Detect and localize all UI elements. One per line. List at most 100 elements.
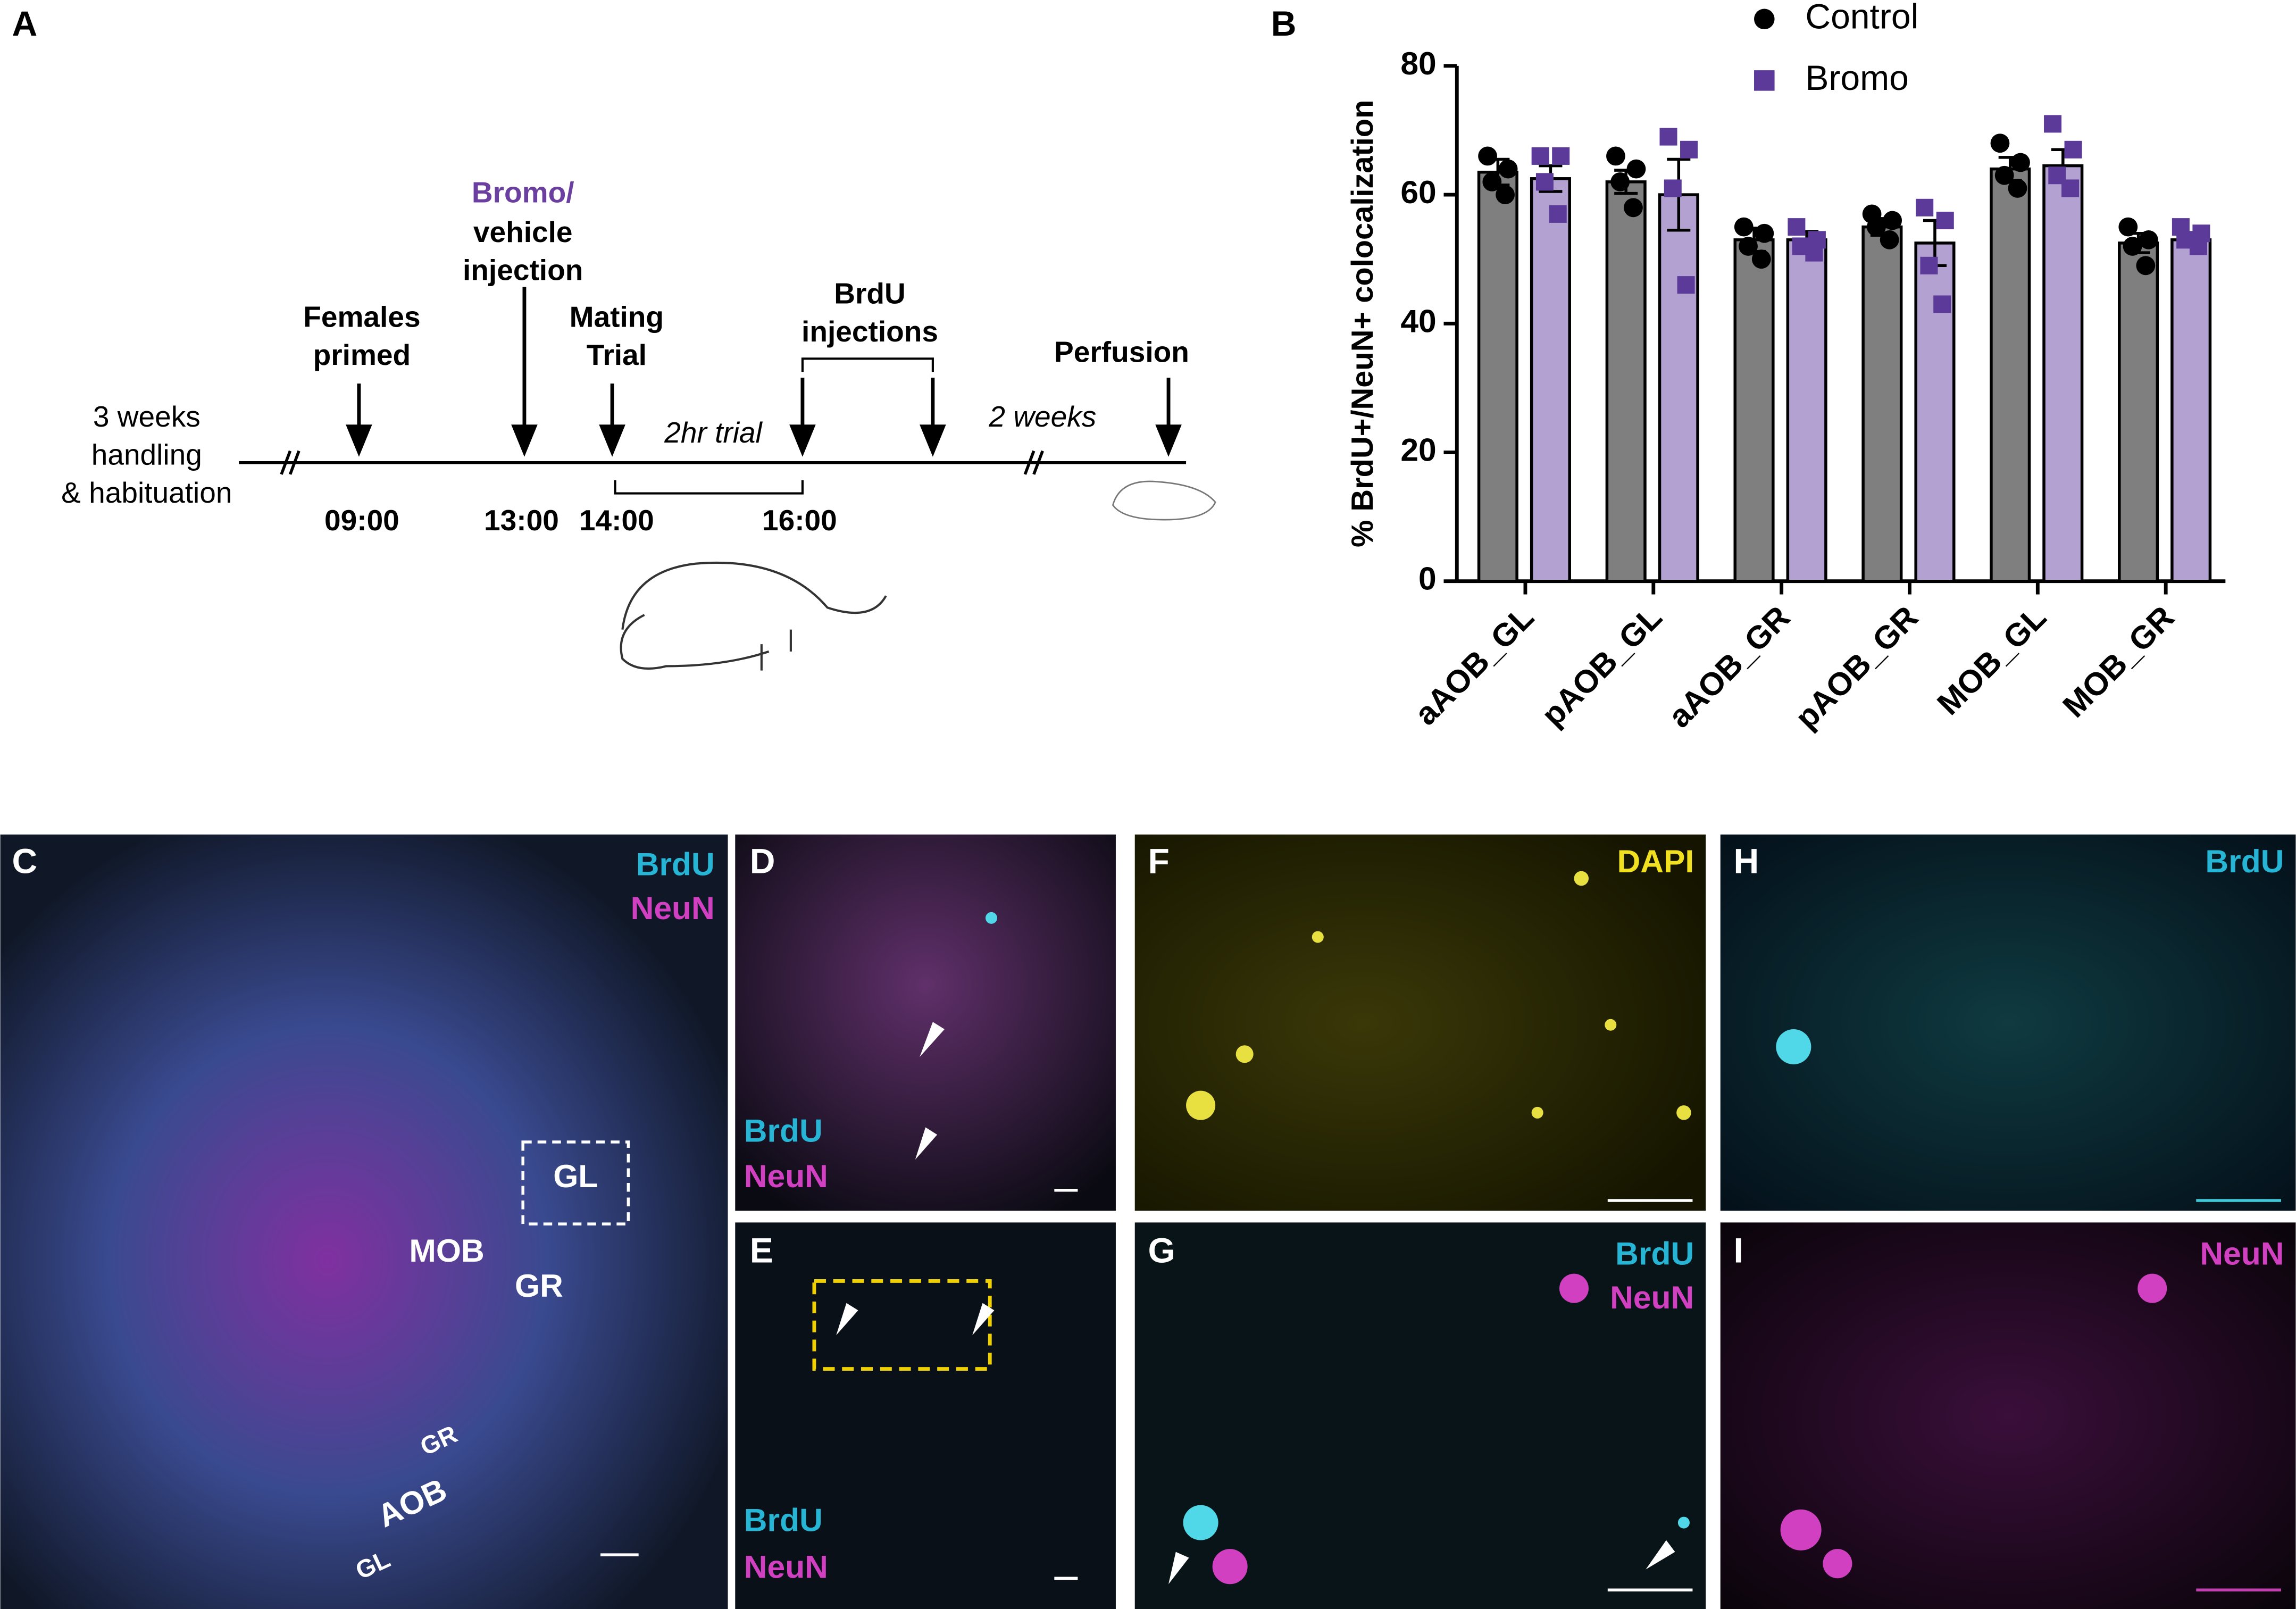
timeline-panel: A 3 weeks handling & habituation Females… [12, 4, 1216, 671]
channel-label: NeuN [744, 1549, 828, 1585]
data-point [1916, 198, 1934, 216]
panel-label: A [12, 4, 38, 43]
legend-marker [1754, 70, 1775, 91]
micrograph [1720, 1222, 2296, 1609]
data-point [1659, 128, 1677, 146]
data-point [2123, 237, 2142, 256]
bar [1658, 193, 1699, 583]
data-point [1751, 249, 1771, 269]
data-point [2118, 217, 2138, 237]
data-point [2011, 153, 2030, 172]
timeline-text: Females [303, 301, 420, 334]
bar-chart: B % BrdU+/NeuN+ colocalization 0 20 40 60 80… [1271, 0, 2226, 736]
x-tick-label: aAOB_GR [1661, 599, 1797, 735]
micrograph [735, 834, 1116, 1211]
arrowheads [836, 1022, 1675, 1585]
neun-cells [1212, 1273, 2167, 1585]
channel-label: BrdU [1615, 1236, 1694, 1272]
data-point [1478, 146, 1497, 166]
data-point [1805, 244, 1823, 262]
data-point [1610, 172, 1630, 191]
time-label: 14:00 [579, 504, 654, 537]
x-tick-label: pAOB_GL [1534, 599, 1669, 733]
y-tick-label: 20 [1400, 432, 1436, 468]
channel-label: DAPI [1617, 843, 1694, 879]
bar [1990, 167, 2031, 583]
panel-label: C [12, 841, 38, 880]
channel-label: NeuN [1610, 1279, 1694, 1315]
y-axis-label: % BrdU+/NeuN+ colocalization [1346, 100, 1380, 547]
bar [2118, 241, 2159, 583]
data-point [1677, 276, 1695, 294]
data-point [1552, 147, 1570, 165]
panel-label: B [1271, 4, 1297, 43]
data-point [1664, 179, 1682, 197]
data-point [1994, 165, 2014, 185]
timeline-text: BrdU [834, 277, 906, 310]
panel-label: F [1148, 841, 1170, 880]
timeline-text: 2hr trial [664, 416, 763, 449]
channel-label: NeuN [744, 1158, 828, 1194]
timeline-text: Trial [587, 338, 647, 371]
data-point [2189, 237, 2207, 255]
bar [1733, 238, 1775, 583]
data-point [1990, 134, 2010, 153]
y-tick-label: 80 [1400, 45, 1436, 81]
legend-label: Control [1805, 0, 1918, 36]
data-point [1549, 205, 1567, 223]
y-tick-label: 60 [1400, 174, 1436, 210]
channel-label: BrdU [636, 846, 715, 882]
x-tick-label: MOB_GR [2056, 599, 2181, 724]
micrograph [1134, 1222, 1706, 1609]
channel-label: BrdU [744, 1112, 823, 1148]
bar [1786, 238, 1827, 583]
panel-label: G [1148, 1231, 1175, 1270]
data-point [1531, 147, 1549, 165]
x-tick-label: pAOB_GR [1788, 599, 1925, 736]
channel-label: NeuN [631, 890, 715, 926]
panel-label: H [1734, 841, 1759, 880]
data-point [1933, 295, 1951, 313]
micrographs: C D E F G H I BrdU NeuN GL MOB GR AOB GR… [0, 834, 2296, 1609]
data-point [1680, 140, 1698, 159]
data-point [1482, 172, 1502, 191]
brain-sketch [1112, 480, 1216, 521]
data-point [2008, 179, 2027, 198]
panel-labels: C D E F G H I [12, 841, 1759, 1270]
micrograph [735, 1222, 1116, 1609]
timeline-text: Perfusion [1054, 336, 1189, 369]
data-point [1755, 223, 1774, 243]
data-point [1788, 218, 1806, 236]
bar [1914, 241, 1956, 583]
legend-marker [1754, 9, 1775, 30]
brdu-cells [985, 912, 1811, 1540]
bar [2170, 238, 2212, 583]
timeline-text: primed [313, 338, 411, 371]
arrows [346, 287, 1182, 457]
micrograph [1134, 834, 1706, 1211]
timeline-text: injections [801, 315, 938, 348]
channel-label: NeuN [2200, 1236, 2284, 1272]
timeline-text: handling [91, 438, 202, 471]
data-point [2044, 115, 2062, 133]
timeline-text: & habituation [61, 476, 232, 509]
bracket [614, 480, 804, 495]
panel-label: I [1734, 1231, 1743, 1270]
channel-label: BrdU [744, 1502, 823, 1538]
data-point [1626, 159, 1646, 179]
scale-bars [600, 1189, 2281, 1591]
channel-label: BrdU [2205, 843, 2284, 879]
data-point [1606, 146, 1625, 166]
micrograph [0, 834, 728, 1609]
mouse-sketch [620, 561, 887, 671]
axis-break [280, 450, 1044, 475]
y-tick-label: 0 [1418, 561, 1437, 597]
timeline-text: Mating [570, 301, 664, 334]
x-tick-label: MOB_GL [1930, 599, 2053, 722]
data-point [1883, 211, 1902, 230]
data-point [1866, 217, 1886, 237]
data-point [1739, 237, 1758, 256]
timeline-text: Bromo/ [472, 176, 574, 209]
bar [2042, 164, 2084, 583]
